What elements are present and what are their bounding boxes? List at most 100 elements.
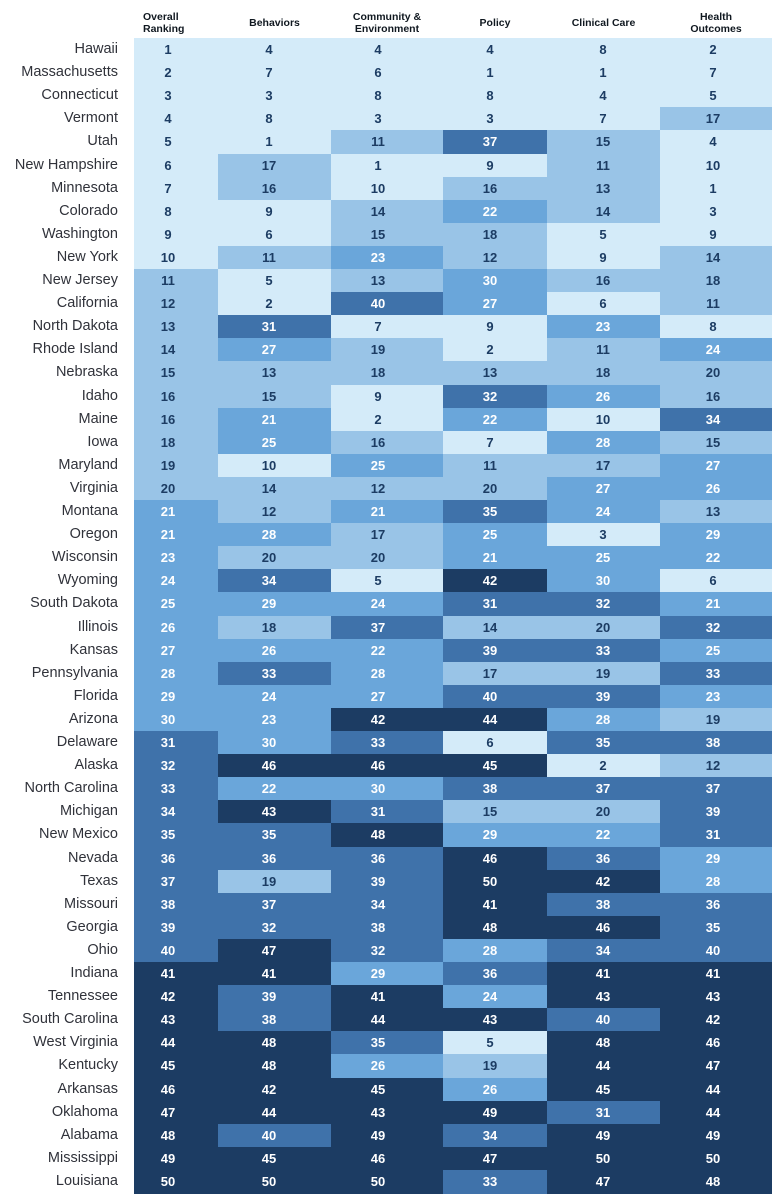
heat-cell <box>547 615 660 640</box>
rank-value: 28 <box>482 942 498 958</box>
rank-value: 43 <box>705 989 721 1005</box>
rank-value: 3 <box>709 203 717 219</box>
rank-value: 48 <box>370 827 386 843</box>
heat-cell <box>547 823 660 848</box>
state-label-wisconsin: Wisconsin <box>51 549 118 566</box>
rank-value: 9 <box>709 226 717 242</box>
heat-cell <box>134 315 218 339</box>
state-label-idaho: Idaho <box>81 387 118 404</box>
heat-cell <box>547 407 660 432</box>
heat-cell <box>660 153 772 178</box>
heat-cell <box>660 1100 772 1125</box>
heat-cell <box>331 338 443 362</box>
heat-cell <box>134 661 218 686</box>
heat-cell <box>331 731 443 755</box>
rank-value: 18 <box>160 434 176 450</box>
heat-cell <box>331 315 443 339</box>
heat-cell <box>331 130 443 155</box>
rank-value: 25 <box>370 457 386 473</box>
state-label-massachusetts: Massachusetts <box>21 64 118 81</box>
rank-value: 17 <box>595 457 611 473</box>
heat-cell <box>218 731 331 755</box>
rank-value: 47 <box>705 1058 721 1074</box>
heat-cell <box>547 476 660 501</box>
heat-cell <box>134 176 218 201</box>
heat-cell <box>134 453 218 478</box>
heat-cell <box>660 684 772 709</box>
heat-cell <box>134 407 218 432</box>
rank-value: 40 <box>482 688 498 704</box>
rank-value: 12 <box>482 249 498 265</box>
heat-cell <box>660 869 772 894</box>
heat-cell <box>218 592 331 617</box>
heat-cell <box>443 1169 547 1194</box>
heat-cell <box>443 476 547 501</box>
state-label-utah: Utah <box>87 133 118 150</box>
rank-value: 29 <box>705 850 721 866</box>
rank-value: 26 <box>482 1081 498 1097</box>
rank-value: 35 <box>705 919 721 935</box>
heat-cell <box>331 800 443 824</box>
rank-value: 12 <box>705 758 721 774</box>
rank-value: 8 <box>374 88 382 104</box>
rank-value: 15 <box>160 365 176 381</box>
heat-cell <box>443 1123 547 1148</box>
heat-cell <box>660 823 772 848</box>
rank-value: 16 <box>261 180 277 196</box>
rank-value: 14 <box>160 342 176 358</box>
rank-value: 3 <box>374 111 382 127</box>
heat-cell <box>443 661 547 686</box>
rank-value: 29 <box>261 596 277 612</box>
rank-value: 46 <box>595 919 611 935</box>
rank-value: 49 <box>482 1104 498 1120</box>
rank-value: 17 <box>482 665 498 681</box>
heat-cell <box>660 731 772 755</box>
rank-value: 32 <box>370 942 386 958</box>
heat-cell <box>660 661 772 686</box>
rank-value: 1 <box>486 65 494 81</box>
rank-value: 40 <box>595 1012 611 1028</box>
rank-value: 44 <box>370 1012 386 1028</box>
heat-cell <box>331 1146 443 1171</box>
state-label-vermont: Vermont <box>64 110 118 127</box>
heat-cell <box>331 684 443 709</box>
rank-value: 28 <box>160 665 176 681</box>
rank-value: 16 <box>705 388 721 404</box>
rank-value: 35 <box>370 1035 386 1051</box>
heat-cell <box>331 61 443 85</box>
heat-cell <box>218 430 331 455</box>
heat-cell <box>660 84 772 108</box>
heat-cell <box>134 384 218 409</box>
heat-cell <box>660 384 772 409</box>
state-label-wyoming: Wyoming <box>57 572 118 589</box>
state-label-florida: Florida <box>73 687 118 704</box>
heat-cell <box>443 823 547 848</box>
rank-value: 13 <box>482 365 498 381</box>
heat-cell <box>547 523 660 547</box>
heat-cell <box>218 476 331 501</box>
rank-value: 14 <box>261 480 277 496</box>
heat-cell <box>443 130 547 155</box>
heat-cell <box>134 269 218 293</box>
state-label-maryland: Maryland <box>58 456 118 473</box>
heat-cell <box>134 638 218 663</box>
rank-value: 37 <box>595 781 611 797</box>
heat-cell <box>547 61 660 85</box>
heat-cell <box>443 523 547 547</box>
heat-cell <box>134 84 218 108</box>
rank-value: 13 <box>595 180 611 196</box>
rank-value: 26 <box>160 619 176 635</box>
heat-cell <box>660 38 772 62</box>
heat-cell <box>331 962 443 986</box>
heat-cell <box>443 615 547 640</box>
rank-value: 24 <box>482 989 498 1005</box>
heat-cell <box>331 407 443 432</box>
rank-value: 13 <box>370 273 386 288</box>
heat-cell <box>134 61 218 85</box>
rank-value: 44 <box>595 1058 611 1074</box>
rank-value: 10 <box>370 180 386 196</box>
rank-value: 42 <box>261 1081 277 1097</box>
heat-cell <box>218 985 331 1009</box>
heat-cell <box>331 985 443 1009</box>
state-label-illinois: Illinois <box>77 618 118 635</box>
